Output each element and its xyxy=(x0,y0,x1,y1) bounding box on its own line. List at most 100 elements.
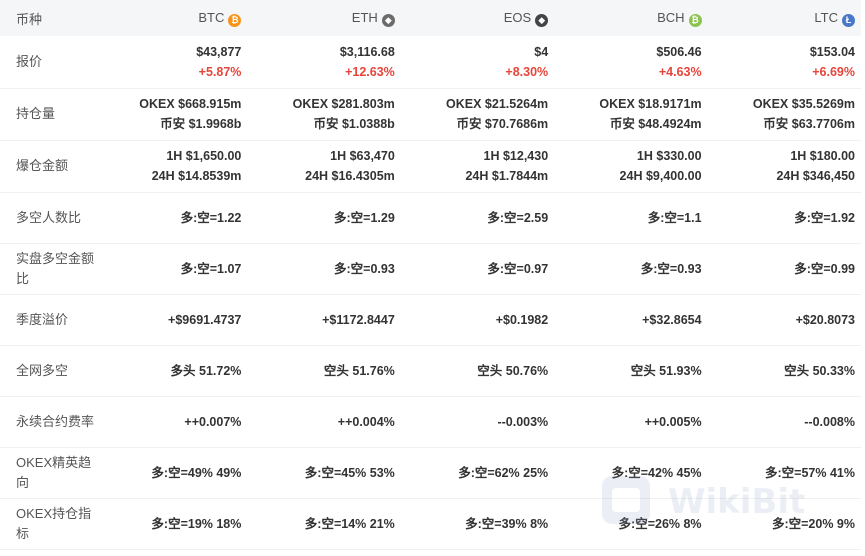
price-cell: $153.04 +6.69% xyxy=(708,36,861,88)
price-value: $153.04 xyxy=(809,44,855,59)
row-label: 报价 xyxy=(16,53,43,69)
row-okex-elite: OKEX精英趋向 多:空=49% 49% 多:空=45% 53% 多:空=62%… xyxy=(0,447,861,498)
liq-24h: 24H $1.7844m xyxy=(465,169,549,183)
price-value: $4 xyxy=(534,44,549,59)
price-change: +6.69% xyxy=(812,64,855,79)
eos-icon: ◆ xyxy=(535,13,549,27)
open-interest-cell: OKEX $668.915m 币安 $1.9968b xyxy=(94,88,247,140)
funding-rate-cell: --0.003% xyxy=(497,414,549,429)
litecoin-icon: Ł xyxy=(842,13,855,27)
funding-rate-cell: ++0.004% xyxy=(337,414,395,429)
ratio-cell: 多:空=2.59 xyxy=(487,210,549,225)
coin-name: BTC xyxy=(198,9,225,25)
coin-header-btc[interactable]: BTC ₿ xyxy=(94,0,247,36)
liq-24h: 24H $9,400.00 xyxy=(619,169,702,183)
open-interest-cell: OKEX $21.5264m 币安 $70.7686m xyxy=(401,88,554,140)
row-quarterly-premium: 季度溢价 +$9691.4737 +$1172.8447 +$0.1982 +$… xyxy=(0,294,861,345)
row-long-short-people: 多空人数比 多:空=1.22 多:空=1.29 多:空=2.59 多:空=1.1… xyxy=(0,192,861,243)
liquidation-cell: 1H $180.00 24H $346,450 xyxy=(708,140,861,192)
premium-cell: +$0.1982 xyxy=(495,312,549,327)
liquidation-cell: 1H $330.00 24H $9,400.00 xyxy=(554,140,707,192)
coin-name: BCH xyxy=(657,9,685,25)
ratio-cell: 多:空=0.93 xyxy=(640,261,702,276)
bitcoin-icon: ₿ xyxy=(228,13,242,27)
binance-oi: 币安 $1.0388b xyxy=(313,117,395,131)
price-value: $506.46 xyxy=(656,44,702,59)
ratio-cell: 多:空=0.93 xyxy=(333,261,395,276)
sentiment-cell: 空头 50.33% xyxy=(784,363,855,378)
row-label: 全网多空 xyxy=(16,362,69,378)
row-price: 报价 $43,877 +5.87% $3,116.68 +12.63% $4 +8.3… xyxy=(0,36,861,88)
liq-24h: 24H $346,450 xyxy=(776,169,855,183)
liq-1h: 1H $180.00 xyxy=(790,149,855,163)
price-change: +5.87% xyxy=(198,64,242,79)
liq-24h: 24H $14.8539m xyxy=(151,169,242,183)
okex-oi: OKEX $281.803m xyxy=(292,97,395,111)
row-long-short-amount: 实盘多空金额比 多:空=1.07 多:空=0.93 多:空=0.97 多:空=0… xyxy=(0,243,861,294)
open-interest-cell: OKEX $281.803m 币安 $1.0388b xyxy=(247,88,400,140)
liq-1h: 1H $1,650.00 xyxy=(166,149,242,163)
ratio-cell: 多:空=1.92 xyxy=(794,210,855,225)
ratio-cell: 多:空=0.97 xyxy=(487,261,549,276)
sentiment-cell: 空头 50.76% xyxy=(477,363,549,378)
table-header-row: 币种 BTC ₿ ETH ◆ EOS ◆ BCH ₿ LTC Ł xyxy=(0,0,861,36)
position-cell: 多:空=14% 21% xyxy=(304,516,395,531)
price-cell: $4 +8.30% xyxy=(401,36,554,88)
bitcoin-cash-icon: ₿ xyxy=(688,13,702,27)
row-label: 多空人数比 xyxy=(16,209,82,225)
liq-1h: 1H $330.00 xyxy=(636,149,702,163)
liq-1h: 1H $63,470 xyxy=(330,149,395,163)
row-liquidation: 爆仓金额 1H $1,650.00 24H $14.8539m 1H $63,47… xyxy=(0,140,861,192)
open-interest-cell: OKEX $18.9171m 币安 $48.4924m xyxy=(554,88,707,140)
price-cell: $43,877 +5.87% xyxy=(94,36,247,88)
ethereum-icon: ◆ xyxy=(381,13,395,27)
liq-24h: 24H $16.4305m xyxy=(305,169,395,183)
ratio-cell: 多:空=1.07 xyxy=(180,261,242,276)
row-open-interest: 持仓量 OKEX $668.915m 币安 $1.9968b OKEX $281.… xyxy=(0,88,861,140)
row-label: OKEX精英趋向 xyxy=(16,454,92,490)
coin-header-bch[interactable]: BCH ₿ xyxy=(554,0,707,36)
row-funding-rate: 永续合约费率 ++0.007% ++0.004% --0.003% ++0.00… xyxy=(0,396,861,447)
coin-name: EOS xyxy=(503,9,532,25)
row-label: 季度溢价 xyxy=(16,311,69,327)
liquidation-cell: 1H $1,650.00 24H $14.8539m xyxy=(94,140,247,192)
ratio-cell: 多:空=0.99 xyxy=(794,261,855,276)
ratio-cell: 多:空=1.22 xyxy=(180,210,242,225)
binance-oi: 币安 $70.7686m xyxy=(456,117,549,131)
price-change: +4.63% xyxy=(658,64,702,79)
coin-name: LTC xyxy=(814,9,838,25)
liquidation-cell: 1H $12,430 24H $1.7844m xyxy=(401,140,554,192)
price-change: +12.63% xyxy=(345,64,395,79)
premium-cell: +$32.8654 xyxy=(642,312,702,327)
okex-oi: OKEX $668.915m xyxy=(139,97,242,111)
elite-cell: 多:空=62% 25% xyxy=(458,465,549,480)
coin-header-ltc[interactable]: LTC Ł xyxy=(708,0,861,36)
ratio-cell: 多:空=1.1 xyxy=(647,210,702,225)
funding-rate-cell: ++0.007% xyxy=(184,414,242,429)
liq-1h: 1H $12,430 xyxy=(483,149,549,163)
binance-oi: 币安 $1.9968b xyxy=(160,117,242,131)
position-cell: 多:空=19% 18% xyxy=(151,516,242,531)
coin-name: ETH xyxy=(351,9,378,25)
coin-header-eth[interactable]: ETH ◆ xyxy=(247,0,400,36)
row-label: 爆仓金额 xyxy=(16,158,69,173)
row-label: 永续合约费率 xyxy=(16,413,95,429)
coin-header-eos[interactable]: EOS ◆ xyxy=(401,0,554,36)
okex-oi: OKEX $18.9171m xyxy=(599,97,702,111)
row-label: 实盘多空金额比 xyxy=(16,250,95,286)
elite-cell: 多:空=49% 49% xyxy=(151,465,242,480)
premium-cell: +$1172.8447 xyxy=(322,312,395,327)
okex-oi: OKEX $21.5264m xyxy=(446,97,549,111)
elite-cell: 多:空=45% 53% xyxy=(304,465,395,480)
price-change: +8.30% xyxy=(505,64,549,79)
price-cell: $3,116.68 +12.63% xyxy=(247,36,400,88)
row-label: OKEX持仓指标 xyxy=(16,505,92,541)
header-label: 币种 xyxy=(16,11,43,27)
elite-cell: 多:空=42% 45% xyxy=(611,465,702,480)
okex-oi: OKEX $35.5269m xyxy=(752,97,855,111)
price-value: $43,877 xyxy=(196,44,242,59)
sentiment-cell: 空头 51.76% xyxy=(323,363,395,378)
row-label: 持仓量 xyxy=(16,106,56,121)
funding-rate-cell: --0.008% xyxy=(804,414,855,429)
